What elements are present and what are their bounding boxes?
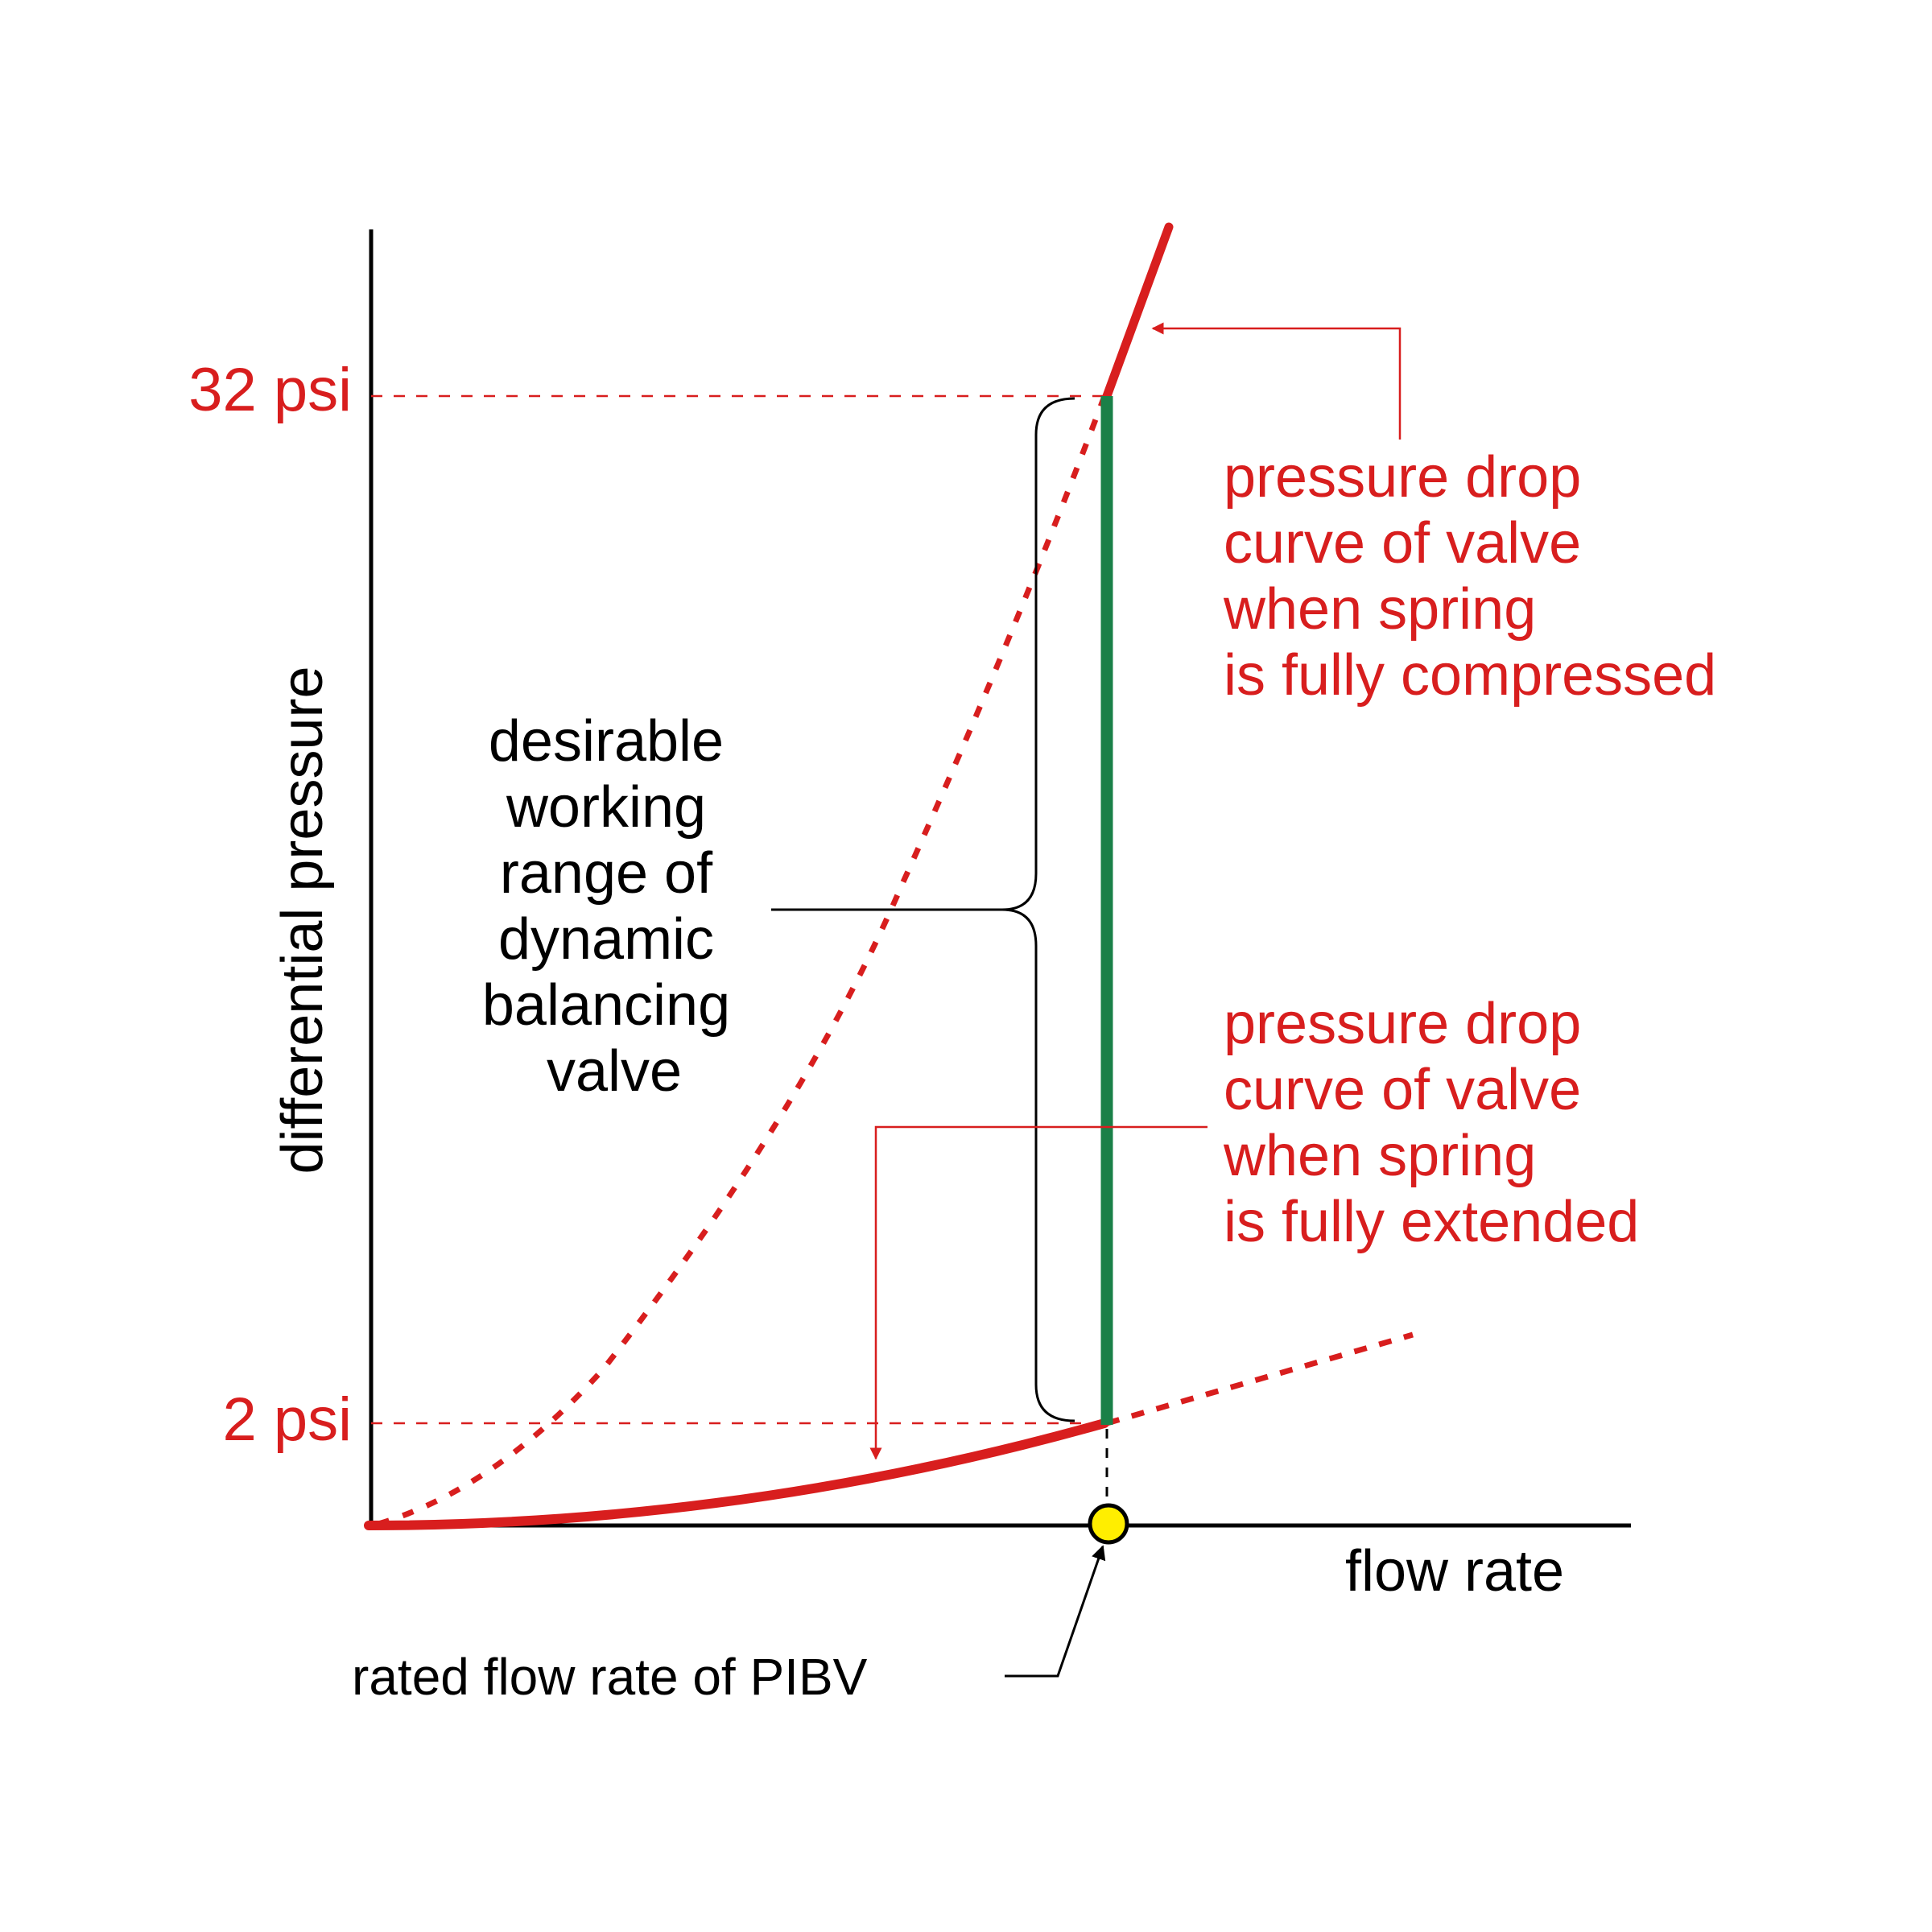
tick-label-2psi: 2 psi xyxy=(222,1385,352,1454)
compressed-curve-dotted xyxy=(378,394,1108,1527)
y-axis-label: differential pressure xyxy=(270,666,335,1174)
extended-curve-solid xyxy=(364,1418,1109,1530)
extended-leader xyxy=(869,1125,1208,1460)
compressed-callout: pressure drop curve of valve when spring… xyxy=(1223,445,1716,708)
extended-curve-dotted xyxy=(1106,1331,1414,1426)
rated-flow-leader xyxy=(1005,1545,1106,1678)
rated-flow-label: rated flow rate of PIBV xyxy=(352,1648,868,1706)
compressed-curve-solid xyxy=(1102,222,1174,401)
compressed-leader xyxy=(1151,322,1402,440)
tick-label-32psi: 32 psi xyxy=(188,356,352,424)
working-range-brace xyxy=(1001,397,1075,1422)
x-axis-label: flow rate xyxy=(1345,1539,1564,1604)
rated-flow-marker xyxy=(1088,1503,1129,1545)
extended-callout: pressure drop curve of valve when spring… xyxy=(1223,992,1639,1254)
working-range-label: desirable working range of dynamic balan… xyxy=(482,709,746,1104)
